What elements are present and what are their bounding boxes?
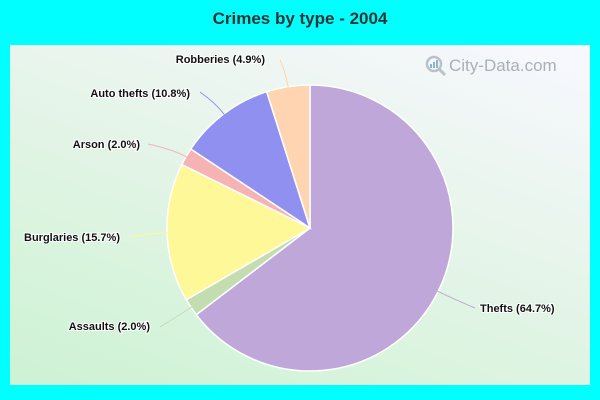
slice-label: Thefts (64.7%) bbox=[480, 303, 555, 315]
slice-label: Auto thefts (10.8%) bbox=[90, 88, 190, 100]
slice-label: Assaults (2.0%) bbox=[69, 321, 151, 333]
leader-line bbox=[159, 305, 193, 328]
magnifier-chart-icon bbox=[425, 55, 447, 77]
slice-label: Robberies (4.9%) bbox=[176, 54, 266, 66]
leader-line bbox=[279, 59, 289, 89]
chart-title: Crimes by type - 2004 bbox=[212, 9, 388, 28]
slice-label: Burglaries (15.7%) bbox=[24, 232, 120, 244]
leader-line bbox=[199, 91, 226, 116]
watermark-text: City-Data.com bbox=[449, 56, 557, 75]
leader-line bbox=[129, 232, 170, 238]
leader-line bbox=[147, 143, 189, 159]
leader-line bbox=[436, 290, 476, 309]
slice-label: Arson (2.0%) bbox=[73, 139, 141, 151]
watermark: City-Data.com bbox=[425, 55, 557, 77]
